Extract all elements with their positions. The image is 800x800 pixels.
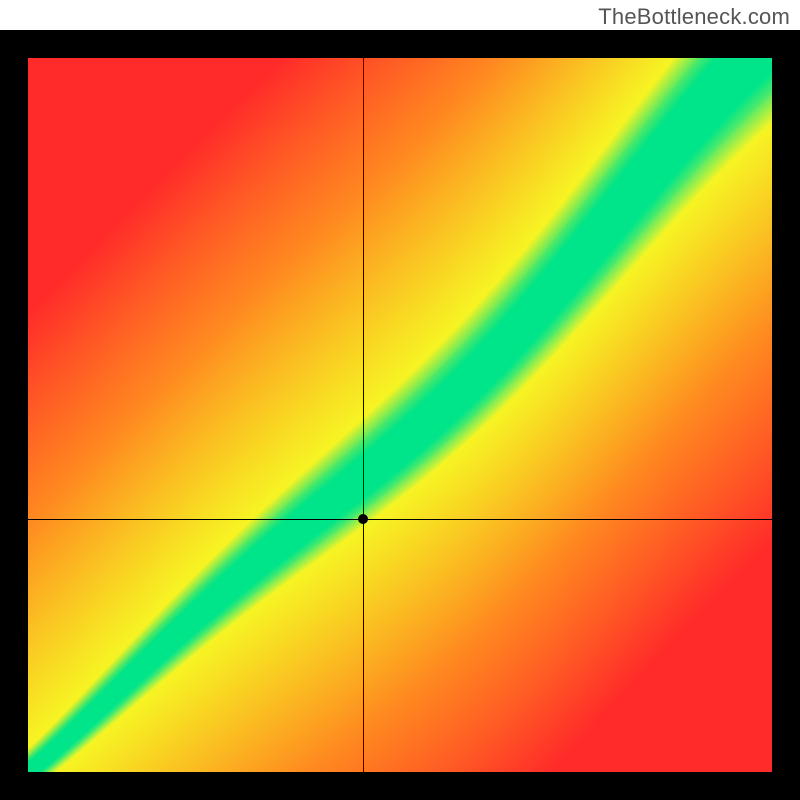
crosshair-marker	[358, 514, 368, 524]
plot-frame	[0, 30, 800, 800]
watermark-text: TheBottleneck.com	[598, 4, 790, 30]
chart-container: TheBottleneck.com	[0, 0, 800, 800]
crosshair-horizontal	[28, 519, 772, 520]
heatmap-canvas	[28, 58, 772, 772]
crosshair-vertical	[363, 58, 364, 772]
